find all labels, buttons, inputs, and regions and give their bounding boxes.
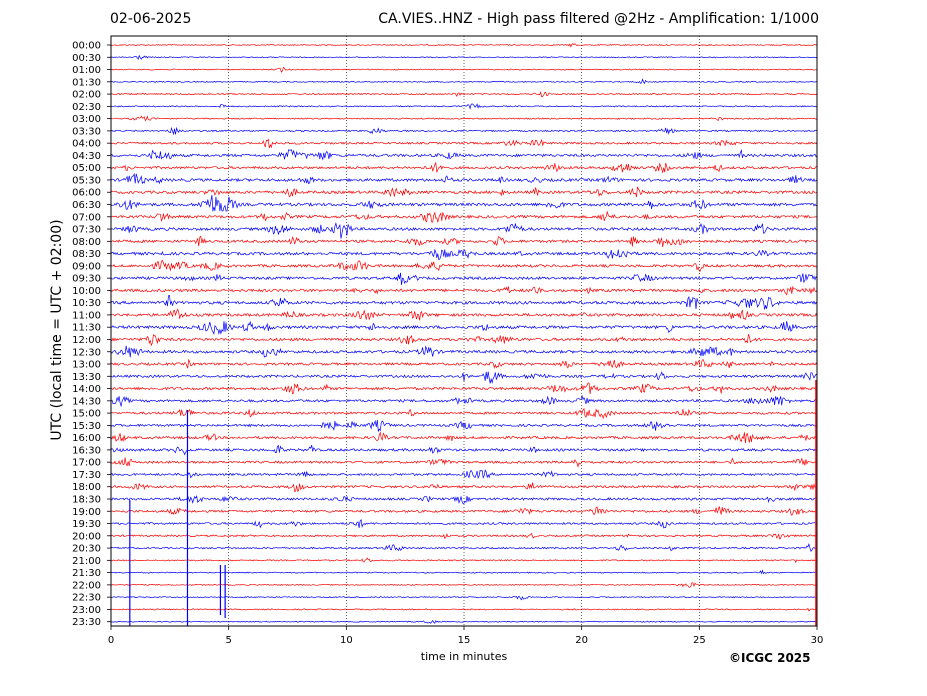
- row-label-1230: 12:30: [72, 347, 101, 358]
- row-label-0000: 00:00: [72, 41, 101, 52]
- row-label-2230: 22:30: [72, 593, 101, 604]
- row-label-2000: 20:00: [72, 531, 101, 542]
- row-label-1800: 18:00: [72, 482, 101, 493]
- trace-0630: [110, 194, 818, 212]
- row-label-0430: 04:30: [72, 151, 101, 162]
- x-tick-label-30: 30: [811, 635, 824, 646]
- row-label-0100: 01:00: [72, 65, 101, 76]
- row-label-1100: 11:00: [72, 310, 101, 321]
- x-tick-label-20: 20: [575, 635, 588, 646]
- row-label-1130: 11:30: [72, 323, 101, 334]
- trace-0930: [110, 272, 818, 286]
- row-label-1430: 14:30: [72, 396, 101, 407]
- chart-title: CA.VIES..HNZ - High pass filtered @2Hz -…: [378, 11, 819, 27]
- row-label-1600: 16:00: [72, 433, 101, 444]
- x-axis-label: time in minutes: [420, 650, 508, 663]
- trace-0800: [111, 235, 818, 248]
- x-tick-label-10: 10: [340, 635, 353, 646]
- trace-0400: [110, 138, 818, 149]
- trace-layer: [110, 43, 818, 626]
- row-label-0700: 07:00: [72, 212, 101, 223]
- trace-0230: [110, 103, 818, 110]
- row-label-1630: 16:30: [72, 445, 101, 456]
- grid-layer: [228, 36, 700, 626]
- row-label-0730: 07:30: [72, 225, 101, 236]
- row-label-0330: 03:30: [72, 126, 101, 137]
- row-label-2100: 21:00: [72, 556, 101, 567]
- x-tick-label-25: 25: [693, 635, 706, 646]
- row-label-0830: 08:30: [72, 249, 101, 260]
- trace-0500: [110, 161, 818, 174]
- date-label: 02-06-2025: [110, 11, 192, 27]
- row-label-2130: 21:30: [72, 568, 101, 579]
- x-tick-label-15: 15: [458, 635, 471, 646]
- row-label-1830: 18:30: [72, 494, 101, 505]
- trace-1530: [110, 419, 818, 433]
- trace-2230: [110, 595, 817, 601]
- row-label-1930: 19:30: [72, 519, 101, 530]
- trace-1500: [110, 407, 818, 420]
- trace-1000: [110, 285, 818, 296]
- row-label-0630: 06:30: [72, 200, 101, 211]
- row-label-1300: 13:00: [72, 360, 101, 371]
- x-tick-label-5: 5: [225, 635, 231, 646]
- trace-1730: [110, 469, 818, 480]
- row-label-0500: 05:00: [72, 163, 101, 174]
- row-label-1200: 12:00: [72, 335, 101, 346]
- row-label-1500: 15:00: [72, 409, 101, 420]
- row-label-0900: 09:00: [72, 261, 101, 272]
- row-label-1000: 10:00: [72, 286, 101, 297]
- row-label-0030: 00:30: [72, 53, 101, 64]
- row-label-0600: 06:00: [72, 188, 101, 199]
- row-label-2300: 23:00: [72, 605, 101, 616]
- trace-2030: [110, 542, 818, 553]
- x-tick-label-0: 0: [108, 635, 114, 646]
- row-label-1330: 13:30: [72, 372, 101, 383]
- trace-0300: [110, 115, 818, 122]
- trace-0330: [110, 126, 818, 136]
- row-label-1700: 17:00: [72, 458, 101, 469]
- trace-0430: [110, 148, 818, 161]
- row-label-2030: 20:30: [72, 544, 101, 555]
- row-label-0530: 05:30: [72, 175, 101, 186]
- trace-1830: [110, 494, 818, 505]
- trace-2000: [110, 532, 818, 540]
- row-label-0230: 02:30: [72, 102, 101, 113]
- trace-2100: [110, 557, 818, 564]
- row-label-0400: 04:00: [72, 139, 101, 150]
- y-axis-label: UTC (local time = UTC + 02:00): [49, 219, 65, 441]
- row-label-2330: 23:30: [72, 617, 101, 628]
- row-label-0800: 08:00: [72, 237, 101, 248]
- row-label-0930: 09:30: [72, 274, 101, 285]
- row-label-2200: 22:00: [72, 580, 101, 591]
- row-label-0300: 03:00: [72, 114, 101, 125]
- trace-1430: [110, 394, 818, 408]
- row-label-1030: 10:30: [72, 298, 101, 309]
- row-label-1530: 15:30: [72, 421, 101, 432]
- trace-2130: [110, 569, 818, 575]
- row-label-1900: 19:00: [72, 507, 101, 518]
- row-label-0130: 01:30: [72, 77, 101, 88]
- trace-0530: [110, 172, 818, 185]
- row-label-1730: 17:30: [72, 470, 101, 481]
- row-label-1400: 14:00: [72, 384, 101, 395]
- copyright-label: ©ICGC 2025: [729, 651, 811, 665]
- trace-1930: [110, 518, 818, 529]
- row-label-0200: 02:00: [72, 90, 101, 101]
